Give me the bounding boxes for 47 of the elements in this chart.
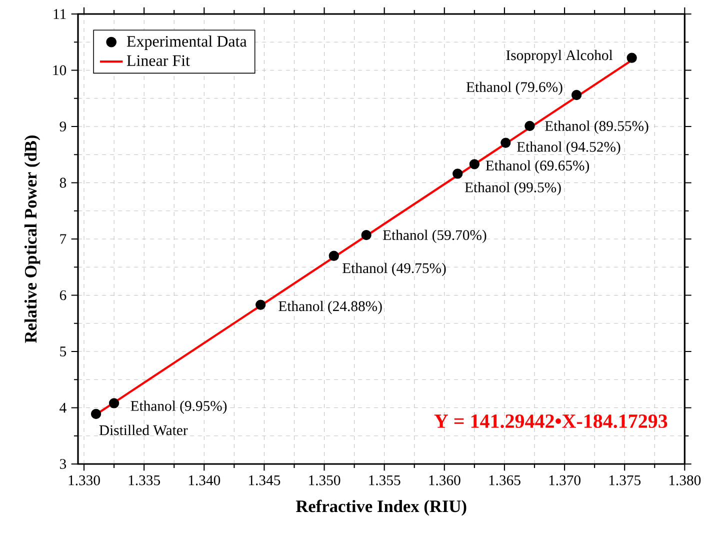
x-tick-label: 1.340 [188,475,220,486]
y-tick-label: 3 [60,459,66,469]
x-tick-label: 1.330 [68,475,100,486]
x-tick-label: 1.335 [128,475,160,486]
y-tick-label: 8 [60,178,66,188]
annotation: Ethanol (94.52%) [517,142,620,155]
x-tick-label: 1.355 [369,475,400,486]
annotation: Ethanol (89.55%) [545,120,648,134]
y-tick-label: 11 [54,9,66,19]
annotation: Y = 141.29442•X-184.17293 [434,414,668,428]
point [626,52,637,63]
x-tick-label: 1.350 [309,475,340,486]
x-tick-label: 1.365 [489,475,520,486]
annotation: Ethanol (49.75%) [342,262,446,276]
x-tick-label: 1.360 [429,475,460,486]
x-axis-title: Refractive Index (RIU) [296,500,466,516]
y-tick-label: 5 [60,346,66,356]
point [469,159,480,170]
annotation: Ethanol (99.5%) [464,182,561,196]
legend-label: Experimental Data [126,35,247,50]
point [524,120,535,132]
x-tick-label: 1.380 [669,475,701,486]
annotation: Ethanol (69.65%) [486,160,589,174]
x-tick-label: 1.370 [549,475,580,486]
y-tick-label: 7 [60,234,66,244]
annotation: Ethanol (24.88%) [278,300,382,314]
point [500,138,511,148]
point [90,408,102,419]
y-tick-label: 4 [60,402,66,413]
point [571,90,582,100]
annotation: Ethanol (79.6%) [466,82,562,95]
y-tick-label: 10 [53,65,66,76]
annotation: Ethanol (59.70%) [383,230,486,244]
point [452,168,463,179]
point [108,398,120,408]
point [256,300,266,310]
x-tick-label: 1.375 [609,475,641,486]
annotation: Ethanol (9.95%) [130,400,227,414]
annotation: Distilled Water [99,424,188,436]
legend-label: Linear Fit [126,55,190,66]
point [328,250,339,261]
y-tick-label: 6 [60,290,66,300]
point [361,230,372,240]
y-tick-label: 9 [60,122,66,132]
annotation: Isopropyl Alcohol [506,50,613,64]
y-axis-title: Relative Optical Power (dB) [24,136,40,343]
x-tick-label: 1.345 [249,475,280,486]
